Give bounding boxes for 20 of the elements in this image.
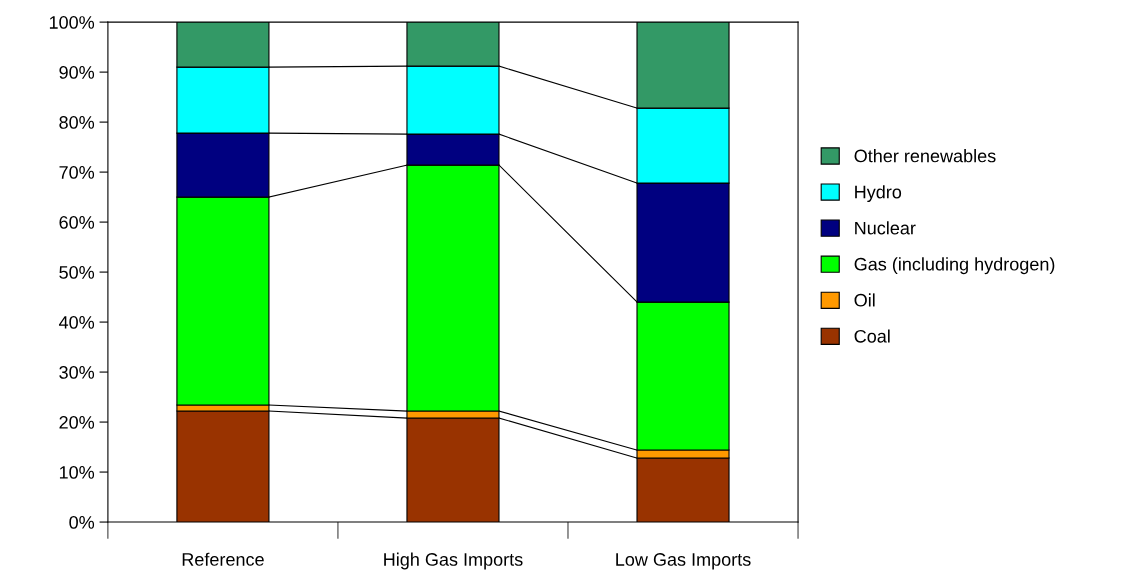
- legend-label: Other renewables: [854, 149, 996, 163]
- legend-label: Gas (including hydrogen): [854, 257, 1055, 275]
- legend-label: Oil: [854, 293, 875, 307]
- legend-label: Hydro: [855, 185, 902, 202]
- y-tick-label: 30%: [59, 366, 95, 379]
- legend-label: Coal: [854, 329, 890, 343]
- y-tick-label: 80%: [59, 116, 95, 129]
- y-tick-label: 50%: [59, 266, 95, 279]
- y-tick-label: 90%: [59, 66, 95, 79]
- y-tick-label: 60%: [59, 216, 95, 229]
- y-tick-label: 100%: [49, 16, 95, 29]
- x-tick-label: High Gas Imports: [384, 552, 523, 570]
- y-tick-label: 10%: [59, 465, 95, 479]
- y-tick-label: 70%: [59, 166, 95, 179]
- y-tick-label: 40%: [58, 316, 95, 329]
- x-tick-label: Low Gas Imports: [616, 553, 751, 570]
- legend-label: Nuclear: [855, 221, 916, 235]
- y-tick-label: 20%: [59, 416, 95, 429]
- y-tick-label: 0%: [69, 515, 95, 529]
- x-tick-label: Reference: [182, 552, 264, 566]
